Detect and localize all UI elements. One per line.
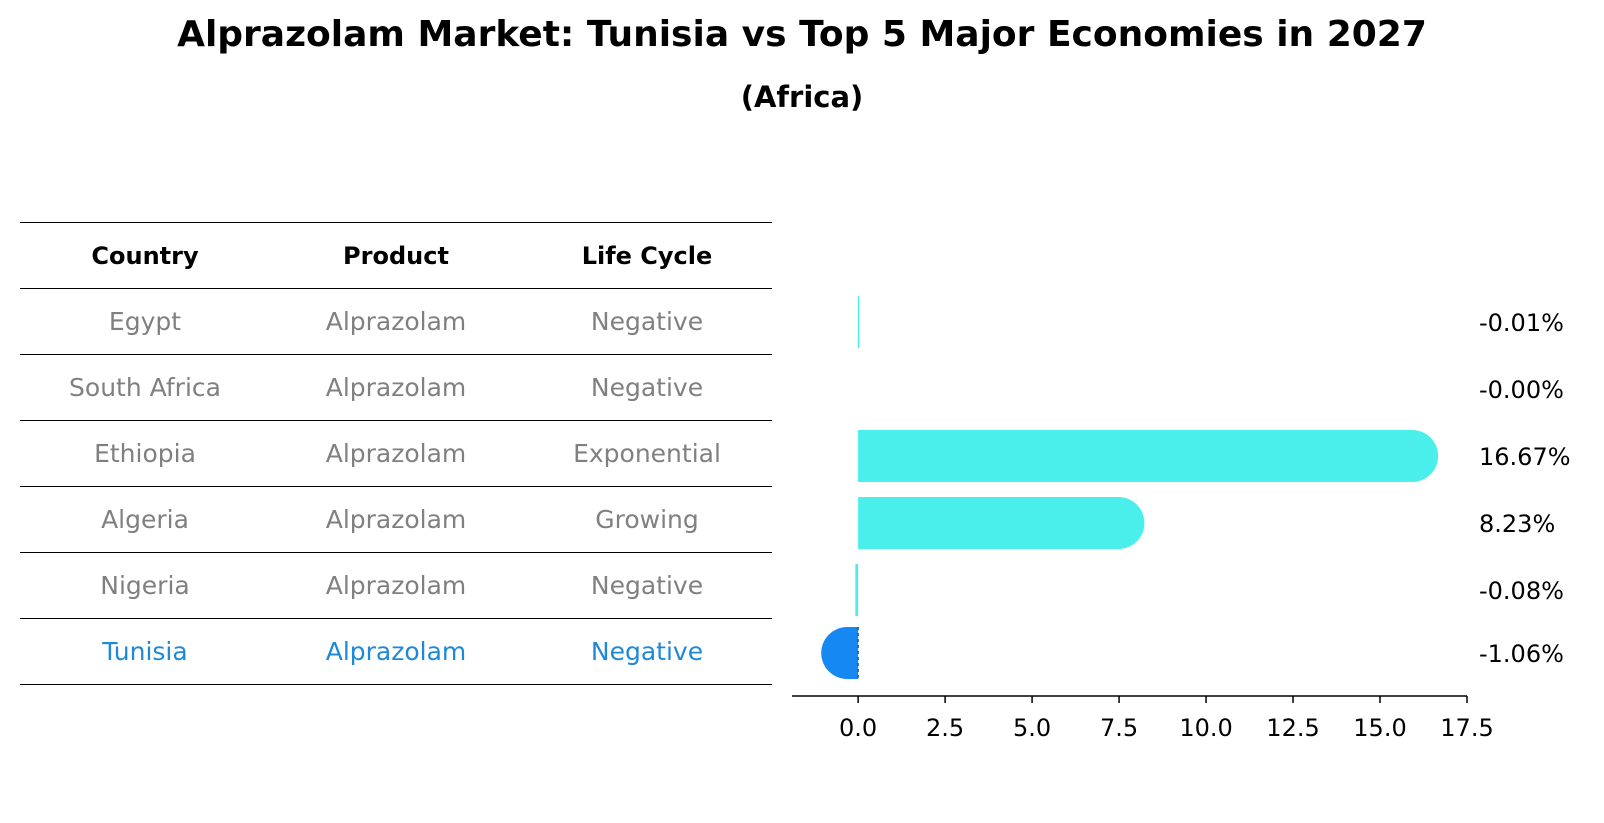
bar-value-label: -1.06% — [1479, 640, 1564, 668]
bar — [858, 497, 1145, 549]
header-country: Country — [91, 241, 199, 270]
data-table: Country Product Life Cycle Egypt Alprazo… — [20, 222, 772, 685]
cell-country: Nigeria — [100, 571, 190, 600]
cell-life-cycle: Negative — [590, 571, 704, 600]
cell-life-cycle: Negative — [590, 373, 704, 402]
cell-product: Alprazolam — [325, 637, 467, 666]
cell-life-cycle: Negative — [590, 307, 704, 336]
table-row: Algeria Alprazolam Growing — [20, 486, 772, 552]
cell-country: South Africa — [69, 373, 221, 402]
cell-product: Alprazolam — [325, 373, 467, 402]
bar-value-label: -0.00% — [1479, 376, 1564, 404]
x-tick-label: 17.5 — [1440, 714, 1493, 742]
cell-product: Alprazolam — [325, 439, 467, 468]
bar — [858, 430, 1439, 482]
header-life-cycle: Life Cycle — [581, 241, 713, 270]
bar — [821, 627, 859, 679]
chart-subtitle: (Africa) — [740, 80, 864, 114]
cell-country: Tunisia — [102, 637, 188, 666]
table-row: Nigeria Alprazolam Negative — [20, 552, 772, 618]
cell-life-cycle: Growing — [595, 505, 699, 534]
bar — [855, 564, 859, 616]
table-row: Egypt Alprazolam Negative — [20, 288, 772, 354]
header-product: Product — [343, 241, 449, 270]
cell-product: Alprazolam — [325, 505, 467, 534]
chart-title: Alprazolam Market: Tunisia vs Top 5 Majo… — [177, 14, 1427, 55]
bar — [857, 296, 860, 348]
cell-country: Algeria — [101, 505, 189, 534]
cell-life-cycle: Negative — [590, 637, 704, 666]
x-tick-label: 15.0 — [1353, 714, 1406, 742]
x-tick-label: 12.5 — [1266, 714, 1319, 742]
x-tick-label: 5.0 — [1013, 714, 1051, 742]
bar-value-label: 8.23% — [1479, 510, 1555, 538]
cell-product: Alprazolam — [325, 571, 467, 600]
x-tick-label: 10.0 — [1179, 714, 1232, 742]
cell-country: Ethiopia — [94, 439, 196, 468]
bar-value-label: 16.67% — [1479, 443, 1571, 471]
cell-life-cycle: Exponential — [573, 439, 721, 468]
x-tick-label: 0.0 — [839, 714, 877, 742]
bar-value-label: -0.01% — [1479, 309, 1564, 337]
table-header-row: Country Product Life Cycle — [20, 222, 772, 288]
x-tick-label: 2.5 — [926, 714, 964, 742]
x-tick-label: 7.5 — [1100, 714, 1138, 742]
table-row-highlighted: Tunisia Alprazolam Negative — [20, 618, 772, 685]
cell-country: Egypt — [108, 307, 182, 336]
bar-value-label: -0.08% — [1479, 577, 1564, 605]
table-row: South Africa Alprazolam Negative — [20, 354, 772, 420]
cell-product: Alprazolam — [325, 307, 467, 336]
table-row: Ethiopia Alprazolam Exponential — [20, 420, 772, 486]
